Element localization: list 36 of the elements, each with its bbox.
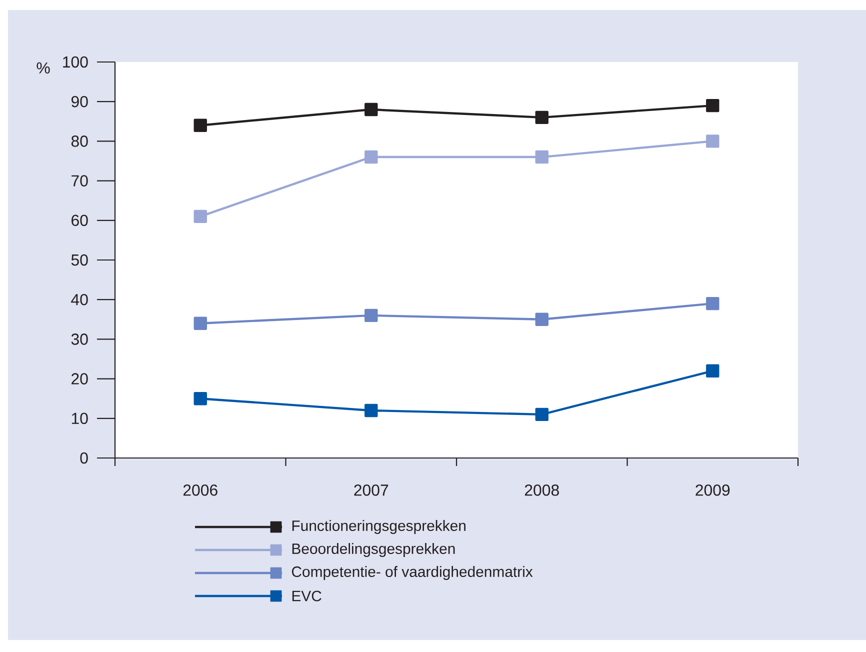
point xyxy=(194,316,207,330)
y-tick-label: 50 xyxy=(71,254,88,266)
y-tick-label: 10 xyxy=(72,412,88,424)
point xyxy=(364,404,378,418)
y-axis-title: % xyxy=(36,62,50,74)
y-tick-label: 0 xyxy=(80,452,88,464)
x-tick-label: 2007 xyxy=(354,484,388,496)
point xyxy=(706,134,720,148)
point xyxy=(706,98,720,112)
point xyxy=(706,364,720,378)
x-tick-label: 2008 xyxy=(524,484,559,496)
y-tick-label: 70 xyxy=(72,175,88,186)
point xyxy=(535,150,548,164)
y-tick-label: 60 xyxy=(72,214,88,226)
y-tick-label: 90 xyxy=(71,96,88,108)
point xyxy=(364,150,378,164)
point xyxy=(706,296,720,310)
y-tick-label: 100 xyxy=(63,56,88,68)
x-tick-label: 2009 xyxy=(696,484,730,496)
legend-label: Functioneringsgesprekken xyxy=(292,520,466,534)
point xyxy=(194,118,207,132)
legend-label: Competentie- of vaardighedenmatrix xyxy=(292,566,533,580)
point xyxy=(535,312,548,326)
legend-label: Beoordelingsgesprekken xyxy=(292,543,455,557)
point xyxy=(364,308,378,322)
point xyxy=(194,210,207,224)
point xyxy=(535,110,548,124)
y-tick-label: 80 xyxy=(71,136,88,147)
y-tick-label: 40 xyxy=(71,294,88,306)
point xyxy=(194,392,207,406)
point xyxy=(535,408,548,422)
y-tick-label: 20 xyxy=(72,373,88,384)
y-tick-label: 30 xyxy=(71,334,88,345)
legend-label: EVC xyxy=(292,590,322,602)
x-tick-label: 2006 xyxy=(183,484,218,496)
point xyxy=(364,102,378,116)
